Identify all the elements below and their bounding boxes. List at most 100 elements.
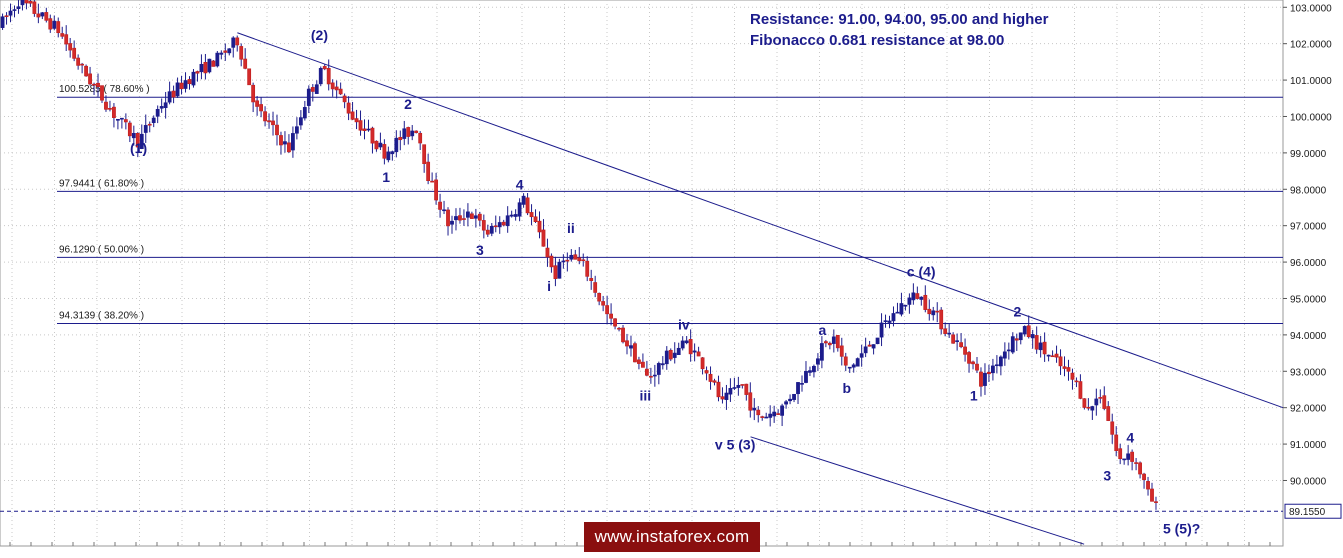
- candle-up: [871, 344, 876, 349]
- wave-label: i: [547, 278, 551, 294]
- candle-up: [883, 320, 888, 322]
- candle-down: [1014, 338, 1019, 341]
- candle-down: [354, 118, 359, 123]
- candle-up: [680, 340, 685, 349]
- candle-down: [748, 392, 753, 411]
- candle-down: [939, 309, 944, 330]
- candle-up: [907, 297, 912, 305]
- candle-down: [255, 100, 260, 107]
- candle-down: [458, 215, 462, 221]
- candle-down: [267, 120, 271, 123]
- candle-up: [131, 132, 136, 139]
- resistance-note-line1: Resistance: 91.00, 94.00, 95.00 and high…: [750, 11, 1049, 28]
- candle-down: [430, 180, 435, 183]
- candle-down: [839, 345, 844, 357]
- candle-down: [80, 63, 85, 66]
- candle-down: [263, 111, 267, 122]
- candle-down: [1142, 473, 1146, 481]
- candle-up: [692, 350, 697, 353]
- candle-down: [235, 37, 240, 46]
- axis-tick-label: 95.0000: [1290, 294, 1327, 305]
- candle-down: [24, 0, 29, 4]
- candle-up: [394, 137, 399, 153]
- candle-down: [637, 359, 641, 364]
- candle-up: [294, 126, 299, 134]
- candle-down: [688, 339, 693, 355]
- candle-down: [350, 111, 355, 120]
- candle-down: [100, 85, 104, 101]
- candle-down: [72, 47, 77, 59]
- candle-down: [533, 216, 538, 222]
- candle-up: [664, 350, 669, 365]
- candle-up: [847, 366, 852, 369]
- candle-down: [1042, 341, 1047, 355]
- candle-down: [64, 34, 69, 45]
- candle-down: [613, 318, 617, 327]
- candle-up: [879, 322, 884, 338]
- candle-down: [501, 221, 506, 226]
- candle-down: [36, 13, 41, 18]
- wave-label: 4: [516, 176, 524, 192]
- candle-up: [855, 358, 860, 367]
- candle-down: [171, 90, 176, 98]
- candle-down: [744, 383, 749, 395]
- current-price-label: 89.1550: [1289, 507, 1326, 518]
- candle-down: [1106, 406, 1111, 421]
- candle-down: [696, 351, 701, 357]
- candle-down: [279, 135, 283, 146]
- candle-up: [521, 195, 526, 205]
- candle-up: [998, 356, 1003, 367]
- candle-up: [780, 405, 785, 416]
- candle-down: [708, 373, 713, 382]
- candle-up: [1094, 398, 1099, 406]
- candle-down: [1082, 398, 1087, 408]
- candle-up: [629, 345, 633, 349]
- candle-down: [56, 21, 61, 34]
- candle-up: [517, 202, 522, 217]
- grid: [0, 0, 1284, 547]
- candle-down: [740, 384, 745, 386]
- candle-up: [728, 388, 733, 395]
- candle-down: [275, 124, 279, 136]
- candle-down: [1026, 325, 1031, 338]
- candle-down: [434, 179, 438, 201]
- candle-up: [402, 128, 407, 139]
- candle-up: [804, 371, 808, 383]
- candle-down: [96, 82, 100, 88]
- candle-down: [251, 84, 256, 103]
- candle-up: [772, 411, 777, 417]
- wave-label: a: [819, 322, 827, 338]
- candle-down: [545, 247, 550, 258]
- candle-down: [147, 123, 152, 126]
- candle-down: [597, 292, 602, 302]
- candle-up: [489, 225, 494, 234]
- candle-up: [851, 364, 856, 368]
- candle-down: [987, 371, 991, 375]
- wave-label: b: [842, 380, 851, 396]
- candle-down: [927, 308, 932, 315]
- candle-down: [418, 132, 423, 144]
- candle-down: [1134, 462, 1138, 464]
- candle-up: [442, 209, 446, 212]
- candle-down: [760, 416, 765, 418]
- candle-down: [287, 142, 291, 153]
- candle-down: [243, 58, 248, 69]
- candle-down: [310, 87, 315, 92]
- axis-tick-label: 101.0000: [1290, 76, 1332, 87]
- candle-down: [668, 349, 673, 360]
- axis-tick-label: 102.0000: [1290, 40, 1332, 51]
- candle-down: [223, 50, 228, 53]
- candle-up: [875, 337, 880, 345]
- wave-label: 2: [404, 96, 412, 112]
- candle-down: [915, 293, 920, 299]
- candle-down: [493, 225, 498, 228]
- watermark-badge[interactable]: www.instaforex.com: [584, 522, 760, 552]
- candle-down: [704, 370, 709, 374]
- candle-up: [899, 303, 904, 315]
- candle-down: [648, 375, 653, 378]
- candle-up: [513, 214, 518, 217]
- axis-tick-label: 100.0000: [1290, 112, 1332, 123]
- candle-down: [943, 328, 948, 334]
- candle-down: [362, 128, 367, 131]
